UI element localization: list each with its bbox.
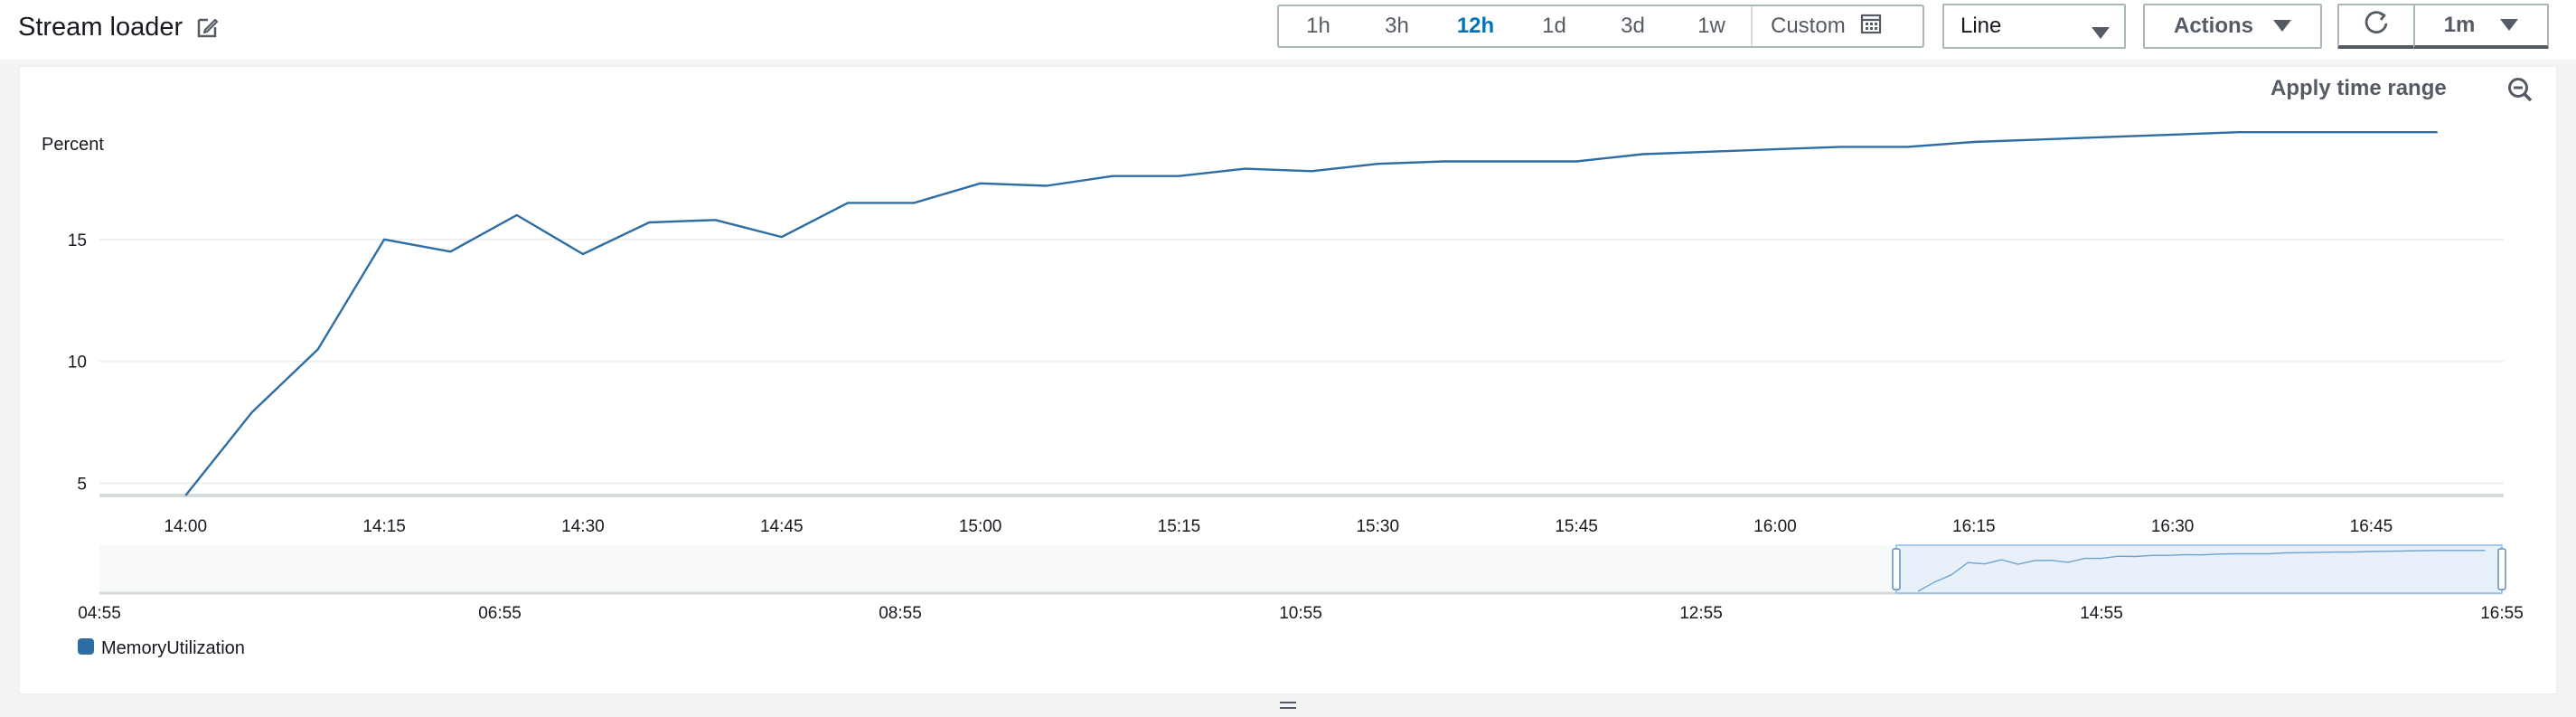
x-tick-label: 14:45 bbox=[760, 517, 804, 536]
x-tick-label: 16:15 bbox=[1952, 517, 1996, 536]
legend-swatch bbox=[78, 638, 94, 655]
memory-utilization-line bbox=[185, 132, 2437, 495]
x-tick-label: 15:00 bbox=[959, 517, 1002, 536]
x-tick-label: 14:30 bbox=[561, 517, 605, 536]
navigator-handle bbox=[2498, 549, 2505, 590]
navigator-tick-label: 14:55 bbox=[2080, 604, 2123, 623]
x-tick-label: 15:30 bbox=[1356, 517, 1399, 536]
navigator-tick-label: 16:55 bbox=[2480, 604, 2524, 623]
navigator-tick-label: 10:55 bbox=[1279, 604, 1322, 623]
x-tick-label: 16:45 bbox=[2350, 517, 2393, 536]
x-tick-label: 15:15 bbox=[1158, 517, 1201, 536]
navigator-tick-label: 04:55 bbox=[78, 604, 121, 623]
navigator-tick-label: 12:55 bbox=[1679, 604, 1723, 623]
y-tick-label: 15 bbox=[68, 231, 87, 250]
x-tick-label: 14:00 bbox=[164, 517, 207, 536]
x-tick-label: 15:45 bbox=[1555, 517, 1598, 536]
resize-handle-icon[interactable] bbox=[1278, 698, 1298, 712]
x-tick-label: 16:00 bbox=[1753, 517, 1797, 536]
navigator-tick-label: 06:55 bbox=[478, 604, 522, 623]
navigator-handle bbox=[1893, 549, 1900, 590]
y-tick-label: 10 bbox=[68, 354, 87, 373]
y-axis-label: Percent bbox=[42, 135, 104, 155]
y-tick-label: 5 bbox=[77, 476, 87, 495]
x-tick-label: 14:15 bbox=[362, 517, 406, 536]
navigator-selection bbox=[1896, 545, 2502, 593]
navigator-tick-label: 08:55 bbox=[879, 604, 922, 623]
legend-label: MemoryUtilization bbox=[101, 638, 245, 658]
x-tick-label: 16:30 bbox=[2151, 517, 2195, 536]
